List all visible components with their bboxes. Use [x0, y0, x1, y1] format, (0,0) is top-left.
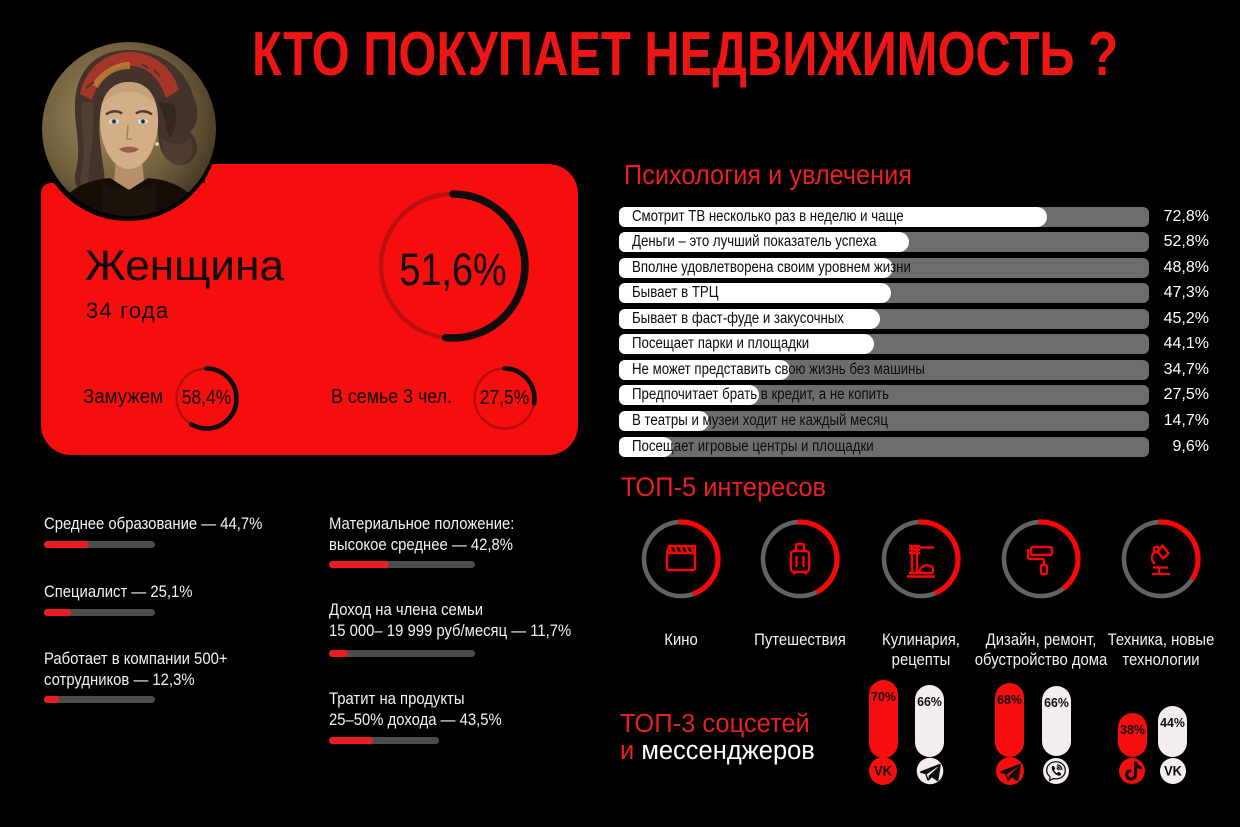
svg-text:VK: VK: [1164, 763, 1182, 778]
svg-text:VK: VK: [874, 763, 892, 778]
